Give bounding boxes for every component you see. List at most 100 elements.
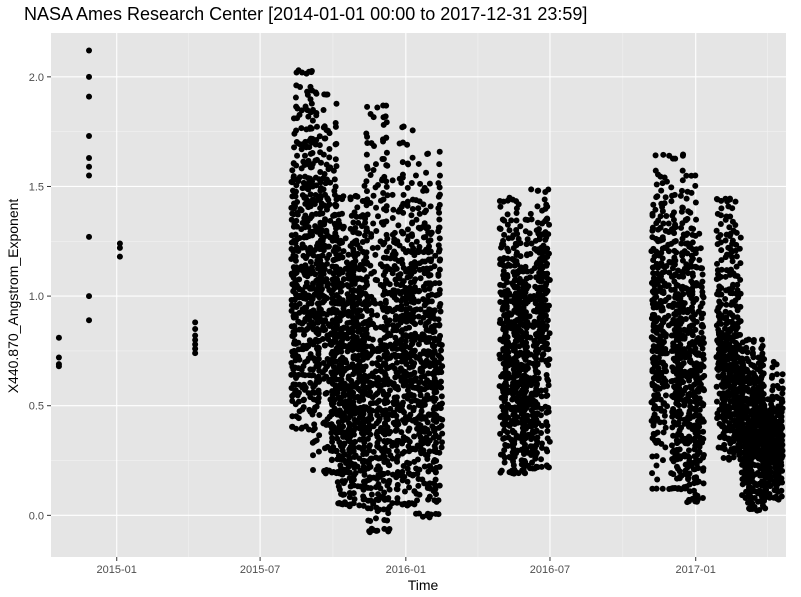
data-point: [292, 193, 299, 200]
data-point: [426, 180, 433, 187]
data-point: [427, 248, 434, 255]
data-point: [386, 317, 393, 324]
data-point: [436, 161, 443, 168]
data-point: [408, 179, 415, 186]
data-point: [387, 332, 394, 339]
data-point: [423, 207, 430, 214]
data-point: [435, 316, 442, 323]
data-point: [678, 224, 685, 231]
data-point: [406, 460, 413, 467]
data-point: [410, 313, 417, 320]
data-point: [357, 307, 364, 314]
data-point: [354, 204, 361, 211]
data-point: [760, 362, 767, 369]
data-point: [420, 447, 427, 454]
data-point: [293, 217, 300, 224]
data-point: [432, 482, 439, 489]
data-point: [660, 338, 667, 345]
data-point: [692, 182, 699, 189]
data-point: [713, 398, 720, 405]
data-point: [546, 277, 553, 284]
data-point: [700, 323, 707, 330]
data-point: [408, 212, 415, 219]
data-point: [417, 392, 424, 399]
data-point: [293, 425, 300, 432]
data-point: [435, 511, 442, 518]
data-point: [412, 276, 419, 283]
data-point: [504, 255, 511, 262]
data-point: [192, 336, 199, 343]
data-point: [531, 292, 538, 299]
data-point: [313, 437, 320, 444]
data-point: [677, 341, 684, 348]
data-point: [654, 193, 661, 200]
data-point: [350, 389, 357, 396]
data-point: [367, 518, 374, 525]
data-point: [663, 178, 670, 185]
data-point: [327, 179, 334, 186]
data-point: [726, 224, 733, 231]
data-point: [687, 209, 694, 216]
data-point: [400, 409, 407, 416]
data-point: [544, 270, 551, 277]
data-point: [534, 434, 541, 441]
data-point: [761, 494, 768, 501]
data-point: [404, 226, 411, 233]
data-point: [670, 216, 677, 223]
data-point: [347, 501, 354, 508]
data-point: [649, 485, 656, 492]
data-point: [504, 442, 511, 449]
data-point: [394, 447, 401, 454]
data-point: [718, 291, 725, 298]
data-point: [649, 470, 656, 477]
data-point: [663, 350, 670, 357]
data-point: [331, 176, 338, 183]
data-point: [310, 372, 317, 379]
data-point: [732, 198, 739, 205]
data-point: [374, 312, 381, 319]
data-point: [688, 304, 695, 311]
data-point: [439, 430, 446, 437]
data-point: [501, 454, 508, 461]
data-point: [663, 263, 670, 270]
data-point: [393, 412, 400, 419]
data-point: [323, 389, 330, 396]
data-point: [386, 525, 393, 532]
data-point: [298, 146, 305, 153]
data-point: [301, 152, 308, 159]
data-point: [340, 223, 347, 230]
data-point: [699, 288, 706, 295]
data-point: [393, 327, 400, 334]
data-point: [394, 499, 401, 506]
data-point: [413, 216, 420, 223]
data-point: [381, 489, 388, 496]
data-point: [688, 189, 695, 196]
data-point: [315, 345, 322, 352]
data-point: [533, 355, 540, 362]
data-point: [699, 265, 706, 272]
data-point: [436, 148, 443, 155]
data-point: [192, 345, 199, 352]
data-point: [542, 296, 549, 303]
data-point: [545, 186, 552, 193]
data-point: [192, 341, 199, 348]
data-point: [432, 395, 439, 402]
data-point: [338, 348, 345, 355]
data-point: [733, 263, 740, 270]
data-point: [662, 194, 669, 201]
data-point: [86, 293, 93, 300]
data-point: [654, 429, 661, 436]
data-point: [687, 398, 694, 405]
data-point: [323, 227, 330, 234]
data-point: [363, 151, 370, 158]
data-point: [437, 256, 444, 263]
data-point: [333, 322, 340, 329]
data-point: [414, 497, 421, 504]
data-point: [321, 266, 328, 273]
data-point: [761, 356, 768, 363]
data-point: [333, 447, 340, 454]
data-point: [349, 347, 356, 354]
data-point: [653, 453, 660, 460]
data-point: [417, 422, 424, 429]
data-point: [545, 377, 552, 384]
